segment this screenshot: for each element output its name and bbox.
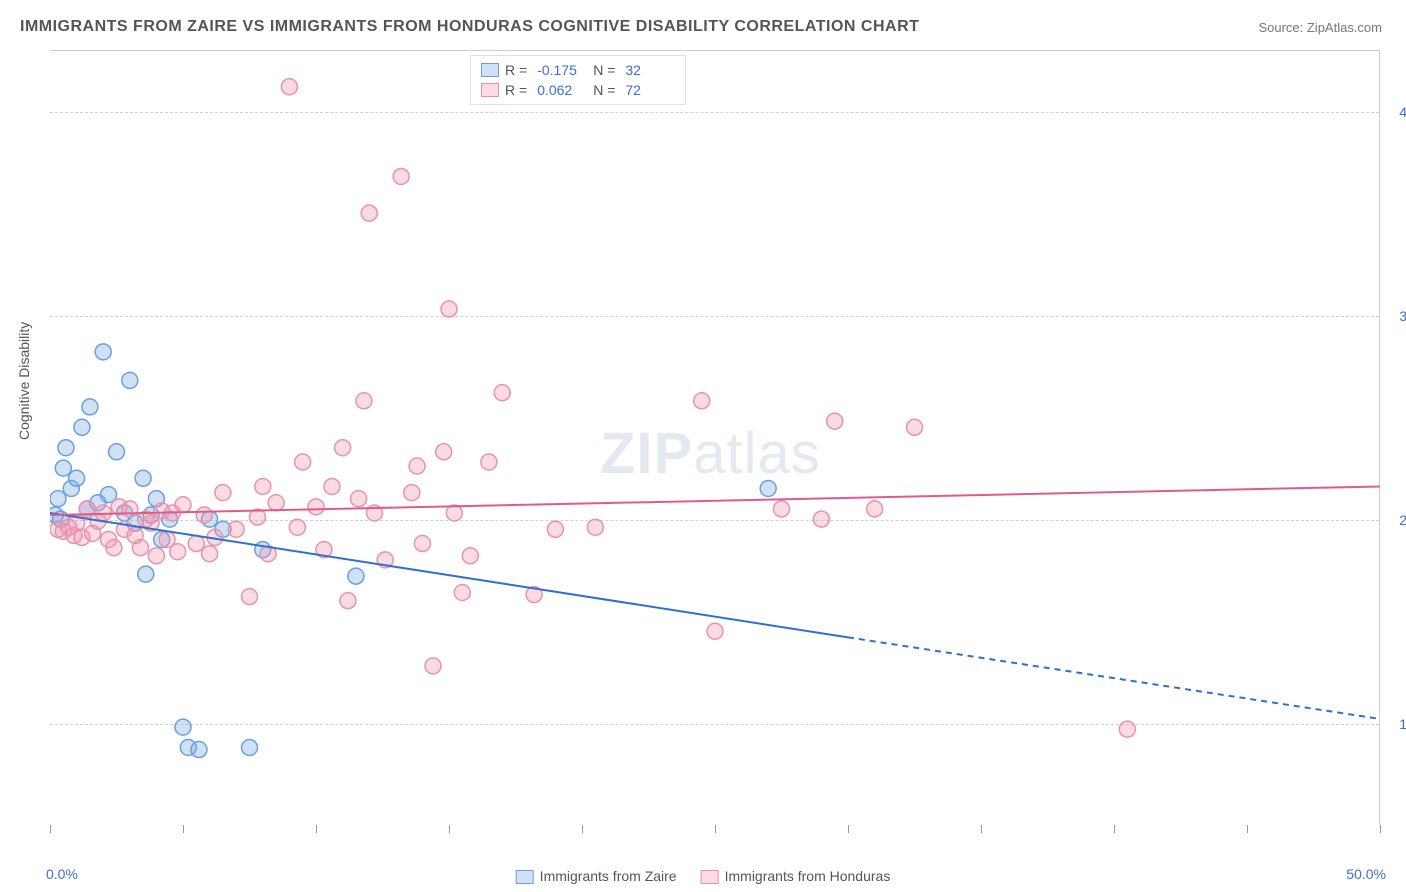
- x-tick-label-left: 0.0%: [46, 866, 78, 882]
- x-tick: [449, 825, 450, 833]
- x-tick: [582, 825, 583, 833]
- legend-row: R = -0.175 N = 32: [481, 60, 675, 80]
- legend-swatch: [701, 870, 719, 884]
- y-tick-label: 30.0%: [1384, 308, 1406, 324]
- gridline-h: [50, 316, 1379, 317]
- x-tick: [981, 825, 982, 833]
- y-tick-label: 20.0%: [1384, 512, 1406, 528]
- x-tick: [848, 825, 849, 833]
- y-tick-label: 10.0%: [1384, 716, 1406, 732]
- legend-n-label: N =: [593, 62, 615, 78]
- legend-item: Immigrants from Honduras: [701, 868, 891, 884]
- x-tick: [1380, 825, 1381, 833]
- x-tick: [183, 825, 184, 833]
- source-name: ZipAtlas.com: [1307, 20, 1382, 35]
- source-attribution: Source: ZipAtlas.com: [1258, 20, 1382, 35]
- legend-swatch: [481, 83, 499, 97]
- legend-n-label: N =: [593, 82, 615, 98]
- legend-series-label: Immigrants from Zaire: [540, 868, 677, 884]
- legend-r-value: -0.175: [537, 62, 587, 78]
- source-label: Source:: [1258, 20, 1306, 35]
- y-tick-label: 40.0%: [1384, 104, 1406, 120]
- series-legend: Immigrants from Zaire Immigrants from Hon…: [516, 868, 891, 884]
- gridline-h: [50, 724, 1379, 725]
- legend-swatch: [516, 870, 534, 884]
- legend-n-value: 32: [625, 62, 675, 78]
- gridline-h: [50, 112, 1379, 113]
- correlation-legend: R = -0.175 N = 32 R = 0.062 N = 72: [470, 55, 686, 105]
- legend-r-value: 0.062: [537, 82, 587, 98]
- legend-swatch: [481, 63, 499, 77]
- watermark-rest: atlas: [693, 421, 821, 486]
- x-tick: [316, 825, 317, 833]
- y-axis-label: Cognitive Disability: [16, 322, 32, 440]
- legend-r-label: R =: [505, 82, 527, 98]
- watermark-bold: ZIP: [600, 421, 693, 486]
- x-tick: [715, 825, 716, 833]
- chart-title: IMMIGRANTS FROM ZAIRE VS IMMIGRANTS FROM…: [20, 18, 919, 36]
- legend-row: R = 0.062 N = 72: [481, 80, 675, 100]
- legend-item: Immigrants from Zaire: [516, 868, 677, 884]
- legend-series-label: Immigrants from Honduras: [725, 868, 891, 884]
- x-tick-label-right: 50.0%: [1346, 866, 1386, 882]
- legend-n-value: 72: [625, 82, 675, 98]
- x-tick: [1247, 825, 1248, 833]
- gridline-h: [50, 520, 1379, 521]
- x-tick: [50, 825, 51, 833]
- x-tick: [1114, 825, 1115, 833]
- watermark: ZIPatlas: [600, 420, 821, 487]
- legend-r-label: R =: [505, 62, 527, 78]
